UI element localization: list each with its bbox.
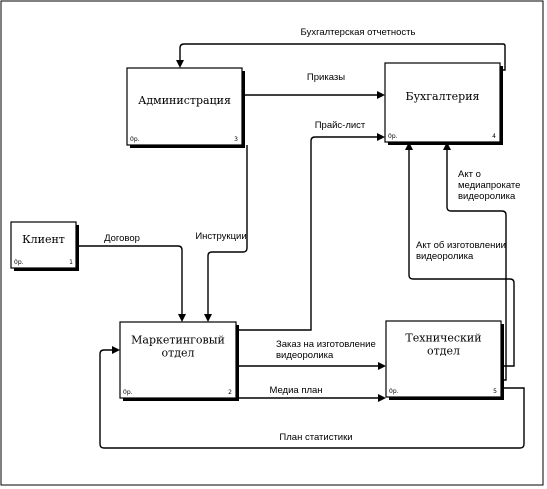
- text-line: отдел: [162, 347, 195, 360]
- arrow-label: Заказ на изготовление видеоролика: [276, 339, 376, 361]
- text-line: видеоролика: [276, 350, 334, 361]
- box-id-left: 0р.: [130, 136, 140, 143]
- arrow-label: Акт о медиапрокате видеоролика: [458, 169, 520, 202]
- box-client[interactable]: Клиент 0р. 1: [10, 221, 79, 271]
- arrow-video-order: Заказ на изготовление видеоролика: [236, 339, 386, 370]
- text-line: Бухгалтерская отчетность: [301, 27, 416, 38]
- box-id-right: 3: [234, 136, 238, 143]
- box-technical[interactable]: Технический отдел 0р. 5: [385, 320, 504, 400]
- box-id-left: 0р.: [389, 388, 399, 395]
- box-title: Маркетинговый отдел: [131, 334, 225, 360]
- text-line: План статистики: [279, 432, 352, 443]
- text-line: Заказ на изготовление: [276, 339, 376, 350]
- box-id-right: 5: [493, 388, 497, 395]
- text-line: Администрация: [138, 94, 231, 107]
- text-line: Технический: [405, 332, 481, 345]
- box-accounting[interactable]: Бухгалтерия 0р. 4: [384, 62, 503, 145]
- text-line: Бухгалтерия: [406, 90, 480, 103]
- arrow-buh-report: Бухгалтерская отчетность: [176, 27, 506, 71]
- arrow-orders: Приказы: [242, 72, 385, 99]
- text-line: Прайс-лист: [315, 120, 366, 131]
- arrow-label: Инструкции: [195, 231, 246, 242]
- arrow-label: План статистики: [279, 432, 352, 443]
- box-title: Клиент: [22, 233, 65, 246]
- arrow-media-plan: Медиа план: [236, 385, 386, 402]
- text-line: Акт об изготовлении: [416, 240, 506, 251]
- text-line: видеоролика: [416, 251, 474, 262]
- arrow-stats-plan: План статистики: [99, 346, 525, 449]
- box-title: Технический отдел: [405, 332, 481, 358]
- arrow-label: Договор: [104, 233, 140, 244]
- text-line: видеоролика: [458, 191, 516, 202]
- box-id-right: 1: [69, 259, 73, 266]
- box-administration[interactable]: Администрация 0р. 3: [126, 67, 245, 148]
- box-marketing[interactable]: Маркетинговый отдел 0р. 2: [119, 321, 239, 401]
- arrow-price-list: Прайс-лист: [236, 120, 385, 331]
- arrow-label: Приказы: [307, 72, 345, 83]
- text-line: Приказы: [307, 72, 345, 83]
- arrow-label: Бухгалтерская отчетность: [301, 27, 416, 38]
- box-title: Бухгалтерия: [406, 90, 480, 103]
- arrow-label: Прайс-лист: [315, 120, 366, 131]
- text-line: медиапрокате: [458, 180, 520, 191]
- box-title: Администрация: [138, 94, 231, 107]
- box-id-left: 0р.: [14, 259, 24, 266]
- text-line: Инструкции: [195, 231, 246, 242]
- text-line: Акт о: [458, 169, 481, 180]
- box-id-left: 0р.: [388, 133, 398, 140]
- text-line: Клиент: [22, 233, 65, 246]
- box-id-right: 2: [228, 389, 232, 396]
- arrow-contract: Договор: [76, 233, 186, 322]
- text-line: отдел: [427, 345, 460, 358]
- arrow-label: Медиа план: [269, 385, 322, 396]
- arrow-instructions: Инструкции: [195, 145, 248, 322]
- box-id-left: 0р.: [123, 389, 133, 396]
- text-line: Медиа план: [269, 385, 322, 396]
- arrow-label: Акт об изготовлении видеоролика: [416, 240, 506, 262]
- box-id-right: 4: [492, 133, 496, 140]
- arrow-rental-act: Акт о медиапрокате видеоролика: [443, 142, 520, 381]
- text-line: Маркетинговый: [131, 334, 225, 347]
- arrow-production-act: Акт об изготовлении видеоролика: [405, 142, 515, 367]
- text-line: Договор: [104, 233, 140, 244]
